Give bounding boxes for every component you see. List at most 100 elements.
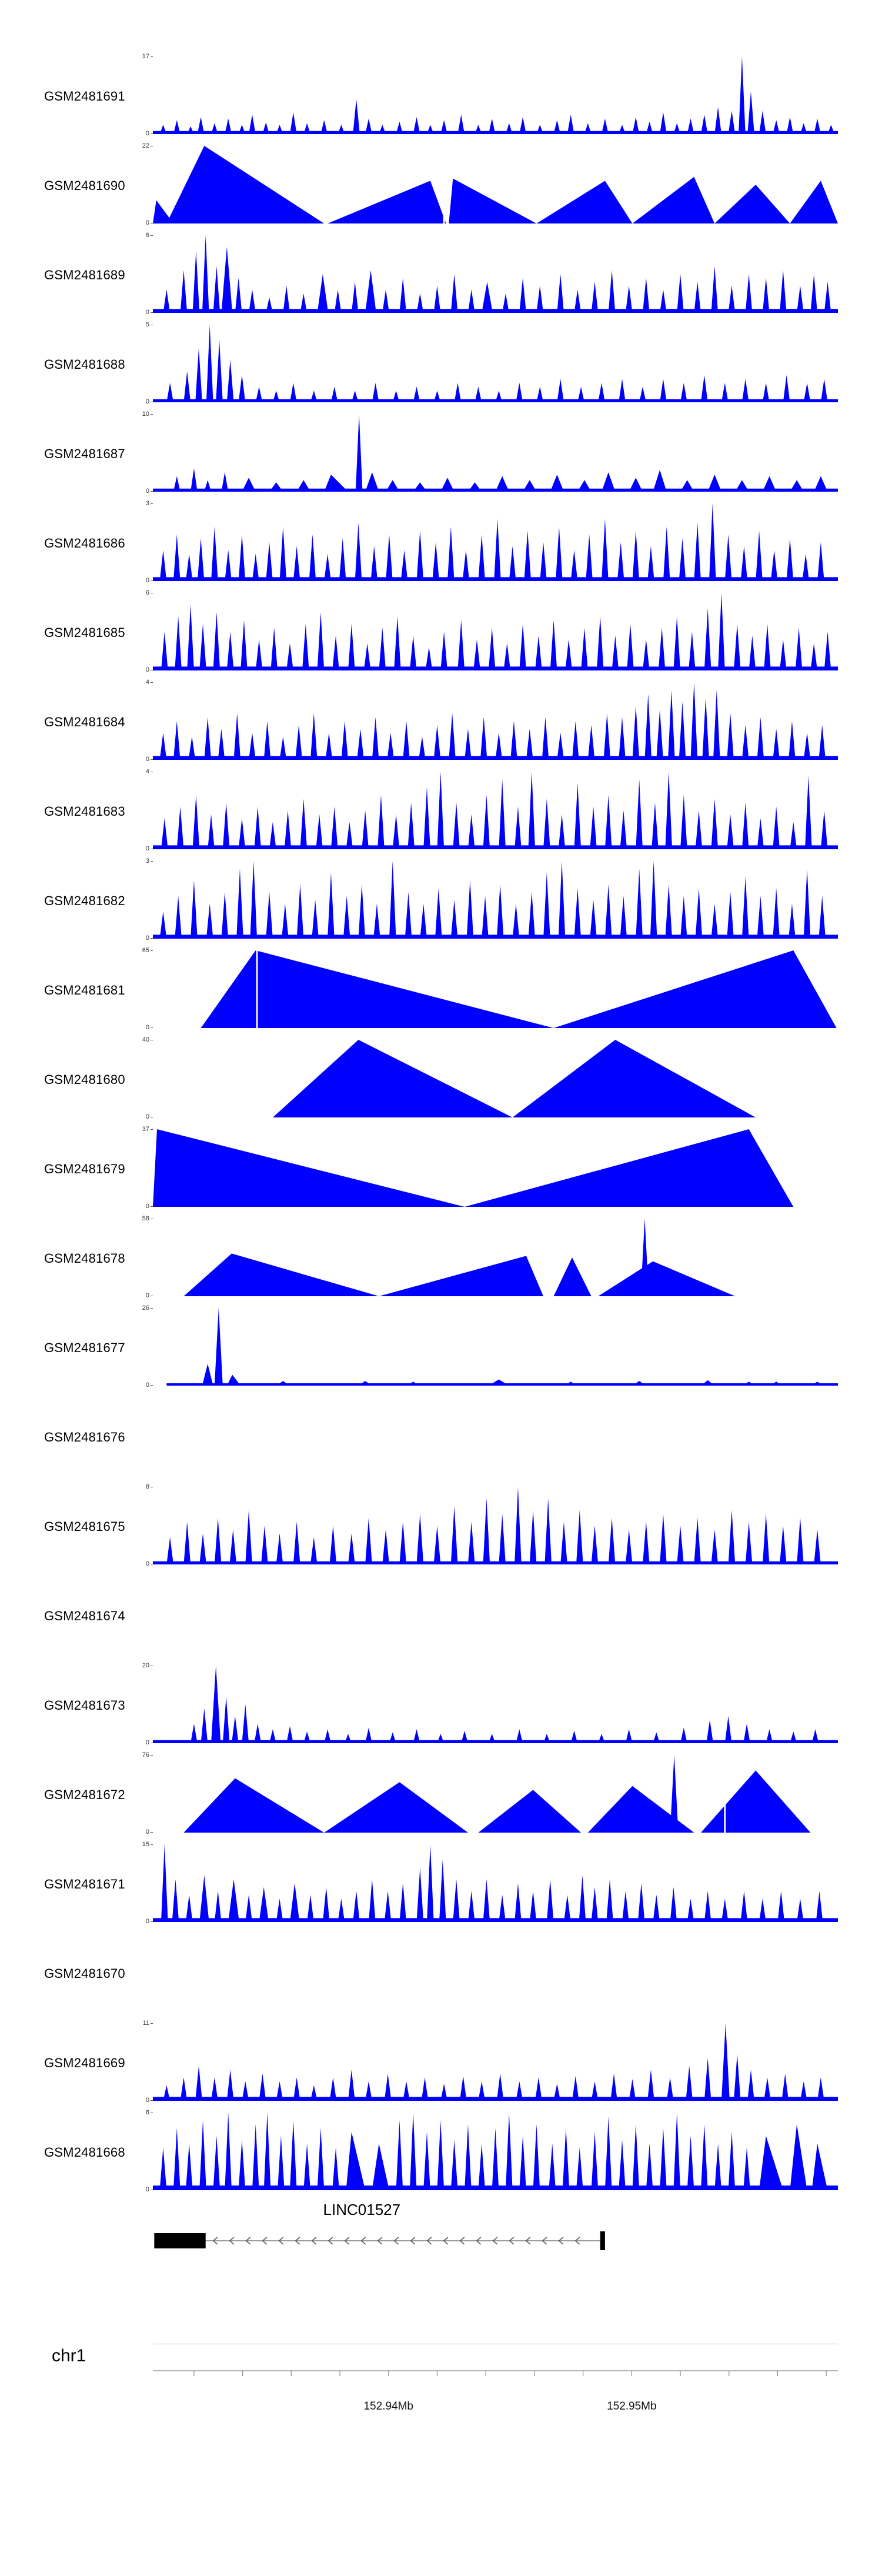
signal-gap	[256, 950, 258, 1028]
coverage-plot	[153, 1934, 838, 2011]
sample-label: GSM2481677	[44, 1340, 125, 1355]
coverage-signal	[272, 1040, 756, 1117]
strand-direction-chevron-icon	[393, 2237, 399, 2245]
coverage-plot: 10 0	[142, 411, 838, 495]
signal-area	[153, 414, 838, 492]
y-axis-zero-label: 0	[145, 1560, 149, 1567]
signal-area	[153, 1487, 838, 1564]
coverage-signal	[153, 1487, 838, 1564]
y-axis-tick	[151, 1844, 153, 1845]
strand-direction-chevron-icon	[262, 2237, 268, 2245]
y-axis-tick	[151, 1027, 153, 1028]
coverage-signal	[153, 2113, 838, 2190]
coverage-signal	[153, 325, 838, 402]
coverage-signal	[153, 861, 838, 939]
signal-area	[153, 235, 838, 313]
sample-label: GSM2481678	[44, 1251, 125, 1266]
coverage-signal	[153, 2023, 838, 2101]
coverage-plot: 26 0	[142, 1305, 838, 1389]
y-axis-max-label: 26	[142, 1304, 149, 1312]
y-axis-tick	[151, 682, 153, 683]
signal-gap	[443, 146, 445, 223]
y-axis-max-label: 22	[142, 142, 149, 149]
signal-area	[183, 1755, 811, 1833]
axis-tick-label: 152.94Mb	[363, 2400, 414, 2413]
track-row: GSM2481685 6 0	[0, 588, 882, 678]
axis-tick-label: 152.95Mb	[607, 2400, 657, 2413]
y-axis-zero-label: 0	[145, 398, 149, 405]
y-axis-tick	[151, 1832, 153, 1833]
y-axis-zero-label: 0	[145, 1024, 149, 1031]
strand-direction-chevron-icon	[212, 2237, 218, 2245]
track-row: GSM2481676	[0, 1393, 882, 1482]
y-axis-tick	[151, 2100, 153, 2101]
sample-label: GSM2481679	[44, 1162, 125, 1176]
y-axis-zero-label: 0	[145, 1739, 149, 1746]
genome-axis	[153, 2370, 838, 2376]
sample-label: GSM2481684	[44, 715, 125, 729]
chromosome-label: chr1	[52, 2346, 86, 2365]
exon-box	[154, 2233, 206, 2248]
sample-label: GSM2481691	[44, 89, 125, 104]
strand-direction-chevron-icon	[245, 2237, 251, 2245]
track-row: GSM2481674	[0, 1571, 882, 1661]
sample-label: GSM2481687	[44, 446, 125, 461]
strand-direction-chevron-icon	[509, 2237, 514, 2245]
coverage-plot: 15 0	[142, 1841, 838, 1925]
coverage-plot: 65 0	[142, 947, 838, 1031]
strand-direction-chevron-icon	[229, 2237, 235, 2245]
y-axis-zero-label: 0	[145, 2186, 149, 2193]
coverage-signal	[201, 950, 837, 1028]
y-axis-max-label: 11	[142, 2020, 149, 2027]
tracks-container: GSM2481691 17 0 GSM2481690 22 0 GSM2481689 6 0 GS…	[0, 52, 882, 2197]
coverage-plot: 40 0	[142, 1037, 838, 1120]
y-axis-max-label: 58	[142, 1215, 149, 1222]
track-row: GSM2481668 6 0	[0, 2108, 882, 2197]
signal-area	[272, 1040, 756, 1117]
coverage-plot: 17 0	[142, 54, 838, 137]
signal-gap	[724, 1755, 726, 1833]
coverage-signal	[153, 235, 838, 313]
coverage-signal	[153, 503, 838, 581]
y-axis-tick	[151, 861, 153, 862]
strand-direction-chevron-icon	[295, 2237, 300, 2245]
strand-direction-chevron-icon	[443, 2237, 449, 2245]
y-axis-zero-label: 0	[145, 1113, 149, 1120]
y-axis-max-label: 4	[145, 679, 149, 686]
coverage-plot: 11 0	[143, 2020, 838, 2104]
strand-direction-chevron-icon	[492, 2237, 498, 2245]
strand-direction-chevron-icon	[328, 2237, 333, 2245]
sample-label: GSM2481681	[44, 983, 125, 997]
track-row: GSM2481682 3 0	[0, 856, 882, 946]
y-axis-zero-label: 0	[145, 1828, 149, 1836]
coverage-plot: 22 0	[142, 143, 838, 226]
track-row: GSM2481691 17 0	[0, 52, 882, 141]
y-axis-max-label: 65	[142, 947, 149, 954]
y-axis-max-label: 3	[145, 500, 149, 507]
y-axis-max-label: 5	[145, 321, 149, 328]
y-axis-max-label: 4	[145, 768, 149, 775]
sample-label: GSM2481685	[44, 625, 125, 640]
y-axis-tick	[151, 2023, 153, 2024]
y-axis-tick	[151, 56, 153, 57]
track-row: GSM2481675 8 0	[0, 1482, 882, 1571]
sample-label: GSM2481689	[44, 268, 125, 282]
sample-label: GSM2481668	[44, 2145, 125, 2160]
coverage-signal	[183, 1755, 811, 1833]
y-axis-tick	[151, 938, 153, 939]
sample-label: GSM2481688	[44, 357, 125, 372]
signal-area	[166, 1308, 838, 1386]
coverage-signal	[153, 593, 838, 670]
y-axis-zero-label: 0	[145, 488, 149, 495]
y-axis-zero-label: 0	[145, 309, 149, 316]
signal-area	[153, 861, 838, 939]
gene-annotation-panel: LINC01527	[153, 2201, 838, 2277]
strand-direction-chevron-icon	[574, 2237, 580, 2245]
sample-label: GSM2481686	[44, 536, 125, 550]
signal-area	[153, 593, 838, 670]
signal-area	[153, 772, 838, 849]
